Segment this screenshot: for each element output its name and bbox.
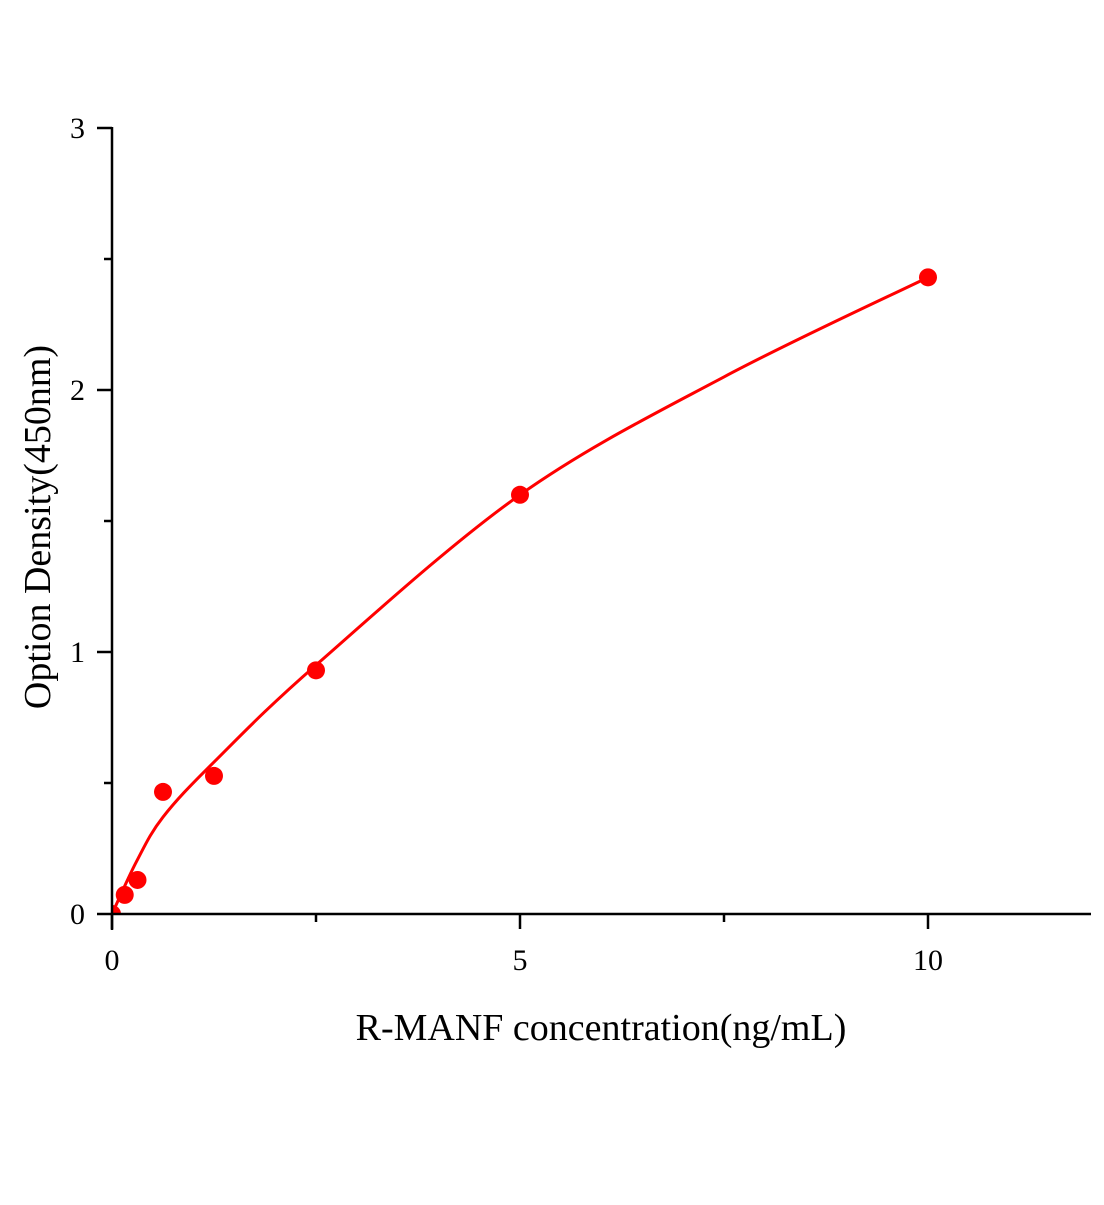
y-tick-label: 2 [70, 374, 85, 407]
data-point [112, 905, 121, 914]
x-tick-label: 5 [513, 944, 528, 977]
x-tick-label: 0 [105, 944, 120, 977]
y-axis-label: Option Density(450nm) [17, 345, 59, 709]
data-point [919, 268, 937, 287]
data-point [154, 782, 172, 801]
y-tick-label: 3 [70, 112, 85, 145]
data-point [307, 661, 325, 680]
data-point [115, 885, 134, 904]
y-tick-label: 0 [70, 898, 85, 931]
x-tick-label: 10 [913, 944, 943, 977]
y-tick-label: 1 [70, 636, 85, 669]
data-point [128, 870, 147, 889]
data-point [511, 485, 529, 504]
fit-curve [110, 275, 929, 915]
x-axis-label: R-MANF concentration(ng/mL) [356, 1007, 847, 1049]
data-point [205, 766, 223, 785]
